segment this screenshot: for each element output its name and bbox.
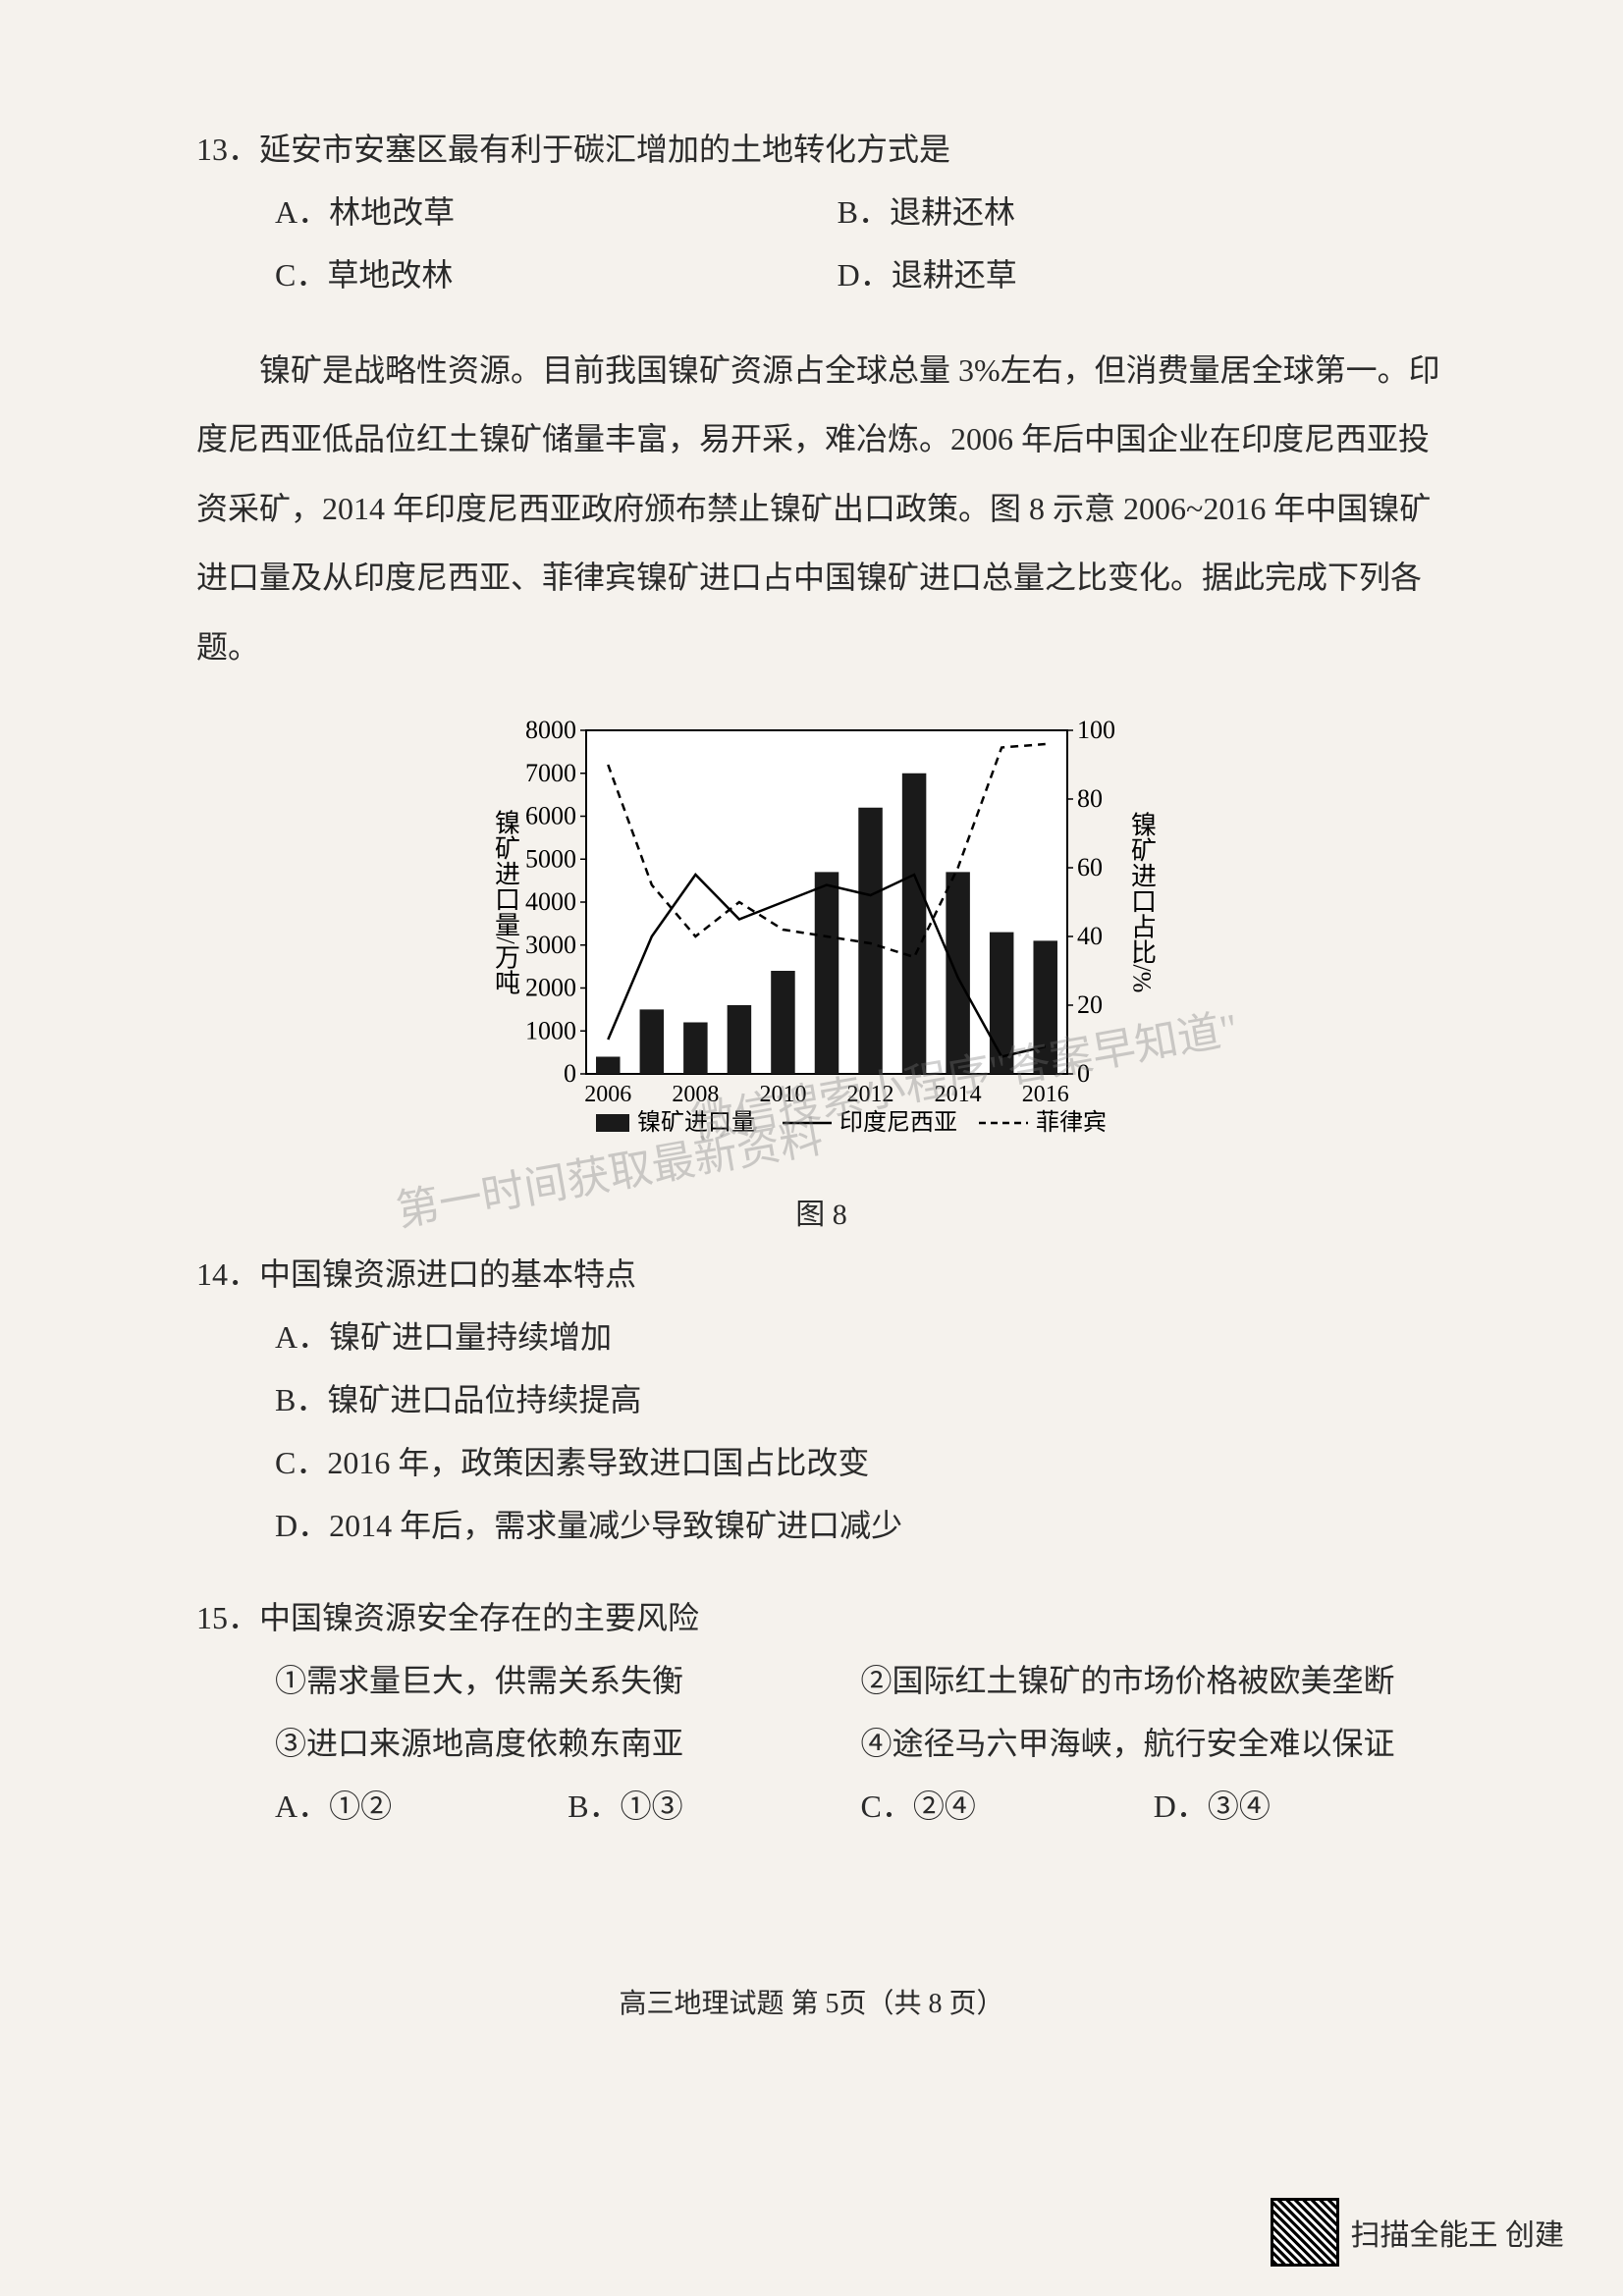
question-13: 13．延安市安塞区最有利于碳汇增加的土地转化方式是 A．林地改草 B．退耕还林 … [196,118,1446,306]
q15-s3: ③进口来源地高度依赖东南亚 [275,1712,861,1775]
q15-text: 中国镍资源安全存在的主要风险 [259,1600,699,1635]
svg-text:20: 20 [1077,990,1103,1019]
svg-text:2008: 2008 [672,1082,719,1107]
svg-text:0: 0 [564,1059,576,1088]
scan-text: 扫描全能王 创建 [1351,2211,1565,2254]
q13-opt-c: C．草地改林 [275,243,838,306]
q13-opt-a: A．林地改草 [275,181,838,243]
q13-options-row2: C．草地改林 D．退耕还草 [275,243,1446,306]
q13-stem: 13．延安市安塞区最有利于碳汇增加的土地转化方式是 [196,118,1446,181]
q14-opt-b: B．镍矿进口品位持续提高 [275,1368,1446,1431]
svg-text:印度尼西亚: 印度尼西亚 [839,1109,957,1136]
q15-stem: 15．中国镍资源安全存在的主要风险 [196,1586,1446,1649]
svg-text:2006: 2006 [584,1082,631,1107]
svg-text:40: 40 [1077,922,1103,950]
svg-text:2016: 2016 [1021,1082,1068,1107]
q14-number: 14． [196,1256,259,1292]
question-15: 15．中国镍资源安全存在的主要风险 ①需求量巨大，供需关系失衡 ②国际红土镍矿的… [196,1586,1446,1838]
q14-stem: 14．中国镍资源进口的基本特点 [196,1243,1446,1306]
svg-text:镍矿进口量/万吨: 镍矿进口量/万吨 [491,809,519,994]
q15-s2: ②国际红土镍矿的市场价格被欧美垄断 [861,1649,1447,1712]
q14-options: A．镍矿进口量持续增加 B．镍矿进口品位持续提高 C．2016 年，政策因素导致… [196,1306,1446,1557]
scan-badge: 扫描全能王 创建 [1271,2198,1565,2267]
svg-text:2000: 2000 [525,973,576,1001]
q15-opt-a: A．①② [275,1775,568,1838]
svg-text:镍矿进口占比/%: 镍矿进口占比/% [1127,811,1156,992]
q15-opt-b: B．①③ [568,1775,860,1838]
page-footer: 高三地理试题 第 5页（共 8 页） [0,1982,1623,2021]
figure-8: 0 1000 2000 3000 4000 5000 6000 7000 8000 0 20 40 60… [478,711,1165,1233]
q15-choices: A．①② B．①③ C．②④ D．③④ [275,1775,1446,1838]
svg-text:80: 80 [1077,784,1103,813]
svg-text:2014: 2014 [934,1082,981,1107]
svg-text:2010: 2010 [759,1082,806,1107]
svg-text:菲律宾: 菲律宾 [1036,1109,1107,1136]
q15-opt-d: D．③④ [1154,1775,1446,1838]
svg-text:0: 0 [1077,1059,1090,1088]
q14-opt-a: A．镍矿进口量持续增加 [275,1306,1446,1368]
svg-text:2012: 2012 [846,1082,893,1107]
q15-number: 15． [196,1600,259,1635]
svg-text:5000: 5000 [525,844,576,873]
qr-icon [1271,2198,1339,2267]
q14-opt-c: C．2016 年，政策因素导致进口国占比改变 [275,1431,1446,1494]
svg-text:6000: 6000 [525,801,576,829]
q15-s1: ①需求量巨大，供需关系失衡 [275,1649,861,1712]
q15-statements: ①需求量巨大，供需关系失衡 ②国际红土镍矿的市场价格被欧美垄断 ③进口来源地高度… [275,1649,1446,1775]
chart-caption: 图 8 [478,1190,1165,1233]
svg-text:8000: 8000 [525,716,576,744]
svg-text:60: 60 [1077,853,1103,881]
svg-text:镍矿进口量: 镍矿进口量 [637,1109,755,1136]
svg-text:100: 100 [1077,716,1115,744]
svg-text:1000: 1000 [525,1016,576,1044]
q13-opt-b: B．退耕还林 [838,181,1400,243]
question-14: 14．中国镍资源进口的基本特点 A．镍矿进口量持续增加 B．镍矿进口品位持续提高… [196,1243,1446,1557]
svg-text:4000: 4000 [525,887,576,916]
svg-text:3000: 3000 [525,931,576,959]
q13-number: 13． [196,132,259,167]
passage-nickel: 镍矿是战略性资源。目前我国镍矿资源占全球总量 3%左右，但消费量居全球第一。印度… [196,336,1446,681]
q13-text: 延安市安塞区最有利于碳汇增加的土地转化方式是 [259,132,950,167]
svg-text:7000: 7000 [525,759,576,787]
q14-opt-d: D．2014 年后，需求量减少导致镍矿进口减少 [275,1494,1446,1557]
q15-s4: ④途径马六甲海峡，航行安全难以保证 [861,1712,1447,1775]
q13-options-row1: A．林地改草 B．退耕还林 [275,181,1446,243]
q14-text: 中国镍资源进口的基本特点 [259,1256,636,1292]
chart-svg: 0 1000 2000 3000 4000 5000 6000 7000 8000 0 20 40 60… [478,711,1165,1182]
q15-opt-c: C．②④ [861,1775,1154,1838]
q13-opt-d: D．退耕还草 [838,243,1400,306]
